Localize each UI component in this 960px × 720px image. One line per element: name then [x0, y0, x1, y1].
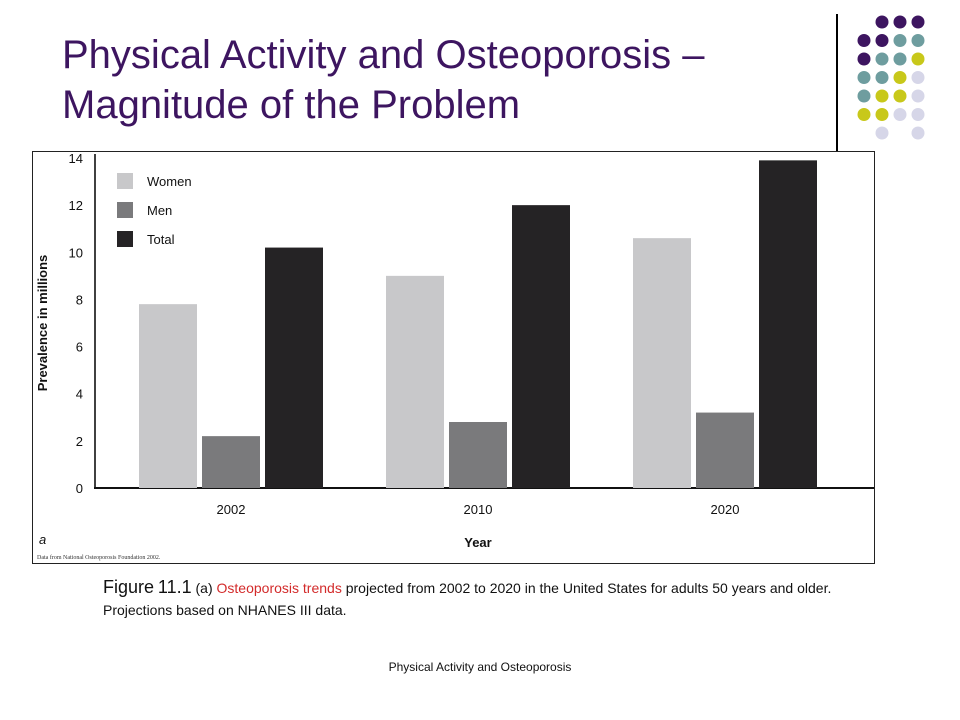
bar-women-2002: [139, 304, 197, 488]
decor-dot: [911, 34, 925, 47]
caption-text: projected from 2002 to 2020 in the Unite…: [103, 580, 832, 618]
caption-figure-number: 11.1: [157, 577, 192, 597]
panel-letter: a: [39, 532, 47, 547]
osteoporosis-bar-chart: 0 2 4 6 8 10 12 14 Prevalence in millions Year 200…: [32, 151, 875, 564]
decor-dot: [875, 52, 889, 66]
decor-dot: [911, 52, 925, 66]
decor-dot: [875, 108, 889, 121]
bar-women-2010: [386, 275, 444, 488]
decor-dot: [911, 89, 925, 103]
bar-women-2020: [633, 238, 691, 488]
bar-total-2020: [759, 160, 817, 488]
bar-total-2002: [265, 247, 323, 488]
decor-dot: [875, 34, 889, 47]
legend-swatch-total: [117, 231, 133, 247]
title-divider-line: [836, 14, 838, 152]
x-tick-label: 2010: [464, 502, 493, 517]
caption-highlight: Osteoporosis trends: [216, 580, 342, 596]
y-tick-label: 2: [76, 434, 83, 449]
slide-title: Physical Activity and Osteoporosis – Mag…: [62, 33, 705, 127]
decor-dot: [875, 89, 889, 103]
x-axis-label: Year: [464, 535, 491, 550]
bar-men-2020: [696, 412, 754, 488]
source-note: Data from National Osteoporosis Foundati…: [37, 555, 161, 561]
caption-figure-label: Figure: [103, 577, 155, 597]
caption-panel: (a): [195, 580, 213, 596]
bar-men-2010: [449, 422, 507, 488]
decor-dot: [893, 71, 907, 84]
decor-dot: [911, 108, 925, 121]
decor-dot: [893, 89, 907, 103]
legend-swatch-women: [117, 173, 133, 189]
decor-dot: [875, 71, 889, 84]
decor-dot: [893, 34, 907, 47]
decor-dot: [875, 15, 889, 29]
decorative-dot-grid: [857, 15, 925, 140]
y-tick-label: 14: [69, 152, 83, 166]
slide-footer: Physical Activity and Osteoporosis: [388, 660, 572, 674]
decor-dot: [857, 34, 871, 47]
decor-dot: [911, 71, 925, 84]
decor-dot: [893, 52, 907, 66]
x-tick-label: 2002: [217, 502, 246, 517]
decor-dot: [911, 15, 925, 29]
y-axis-label: Prevalence in millions: [35, 255, 50, 392]
bar-men-2002: [202, 436, 260, 488]
y-tick-label: 10: [69, 245, 83, 260]
y-tick-label: 6: [76, 340, 83, 355]
legend-label-total: Total: [147, 232, 175, 247]
y-tick-label: 12: [69, 198, 83, 213]
y-tick-label: 4: [76, 387, 83, 402]
decor-dot: [893, 15, 907, 29]
legend-swatch-men: [117, 202, 133, 218]
decor-dot: [857, 71, 871, 84]
decor-dot: [857, 52, 871, 66]
decor-dot: [857, 108, 871, 121]
legend-label-women: Women: [147, 174, 192, 189]
decor-dot: [893, 108, 907, 121]
x-tick-label: 2020: [711, 502, 740, 517]
y-tick-label: 8: [76, 292, 83, 307]
y-tick-label: 0: [76, 481, 83, 496]
figure-caption: Figure 11.1 (a) Osteoporosis trends proj…: [103, 576, 843, 621]
decor-dot: [875, 126, 889, 140]
legend-label-men: Men: [147, 203, 172, 218]
chart-svg: 0 2 4 6 8 10 12 14 Prevalence in millions Year 200…: [35, 152, 874, 550]
decor-dot: [857, 89, 871, 103]
bar-total-2010: [512, 205, 570, 488]
decor-dot: [911, 126, 925, 140]
